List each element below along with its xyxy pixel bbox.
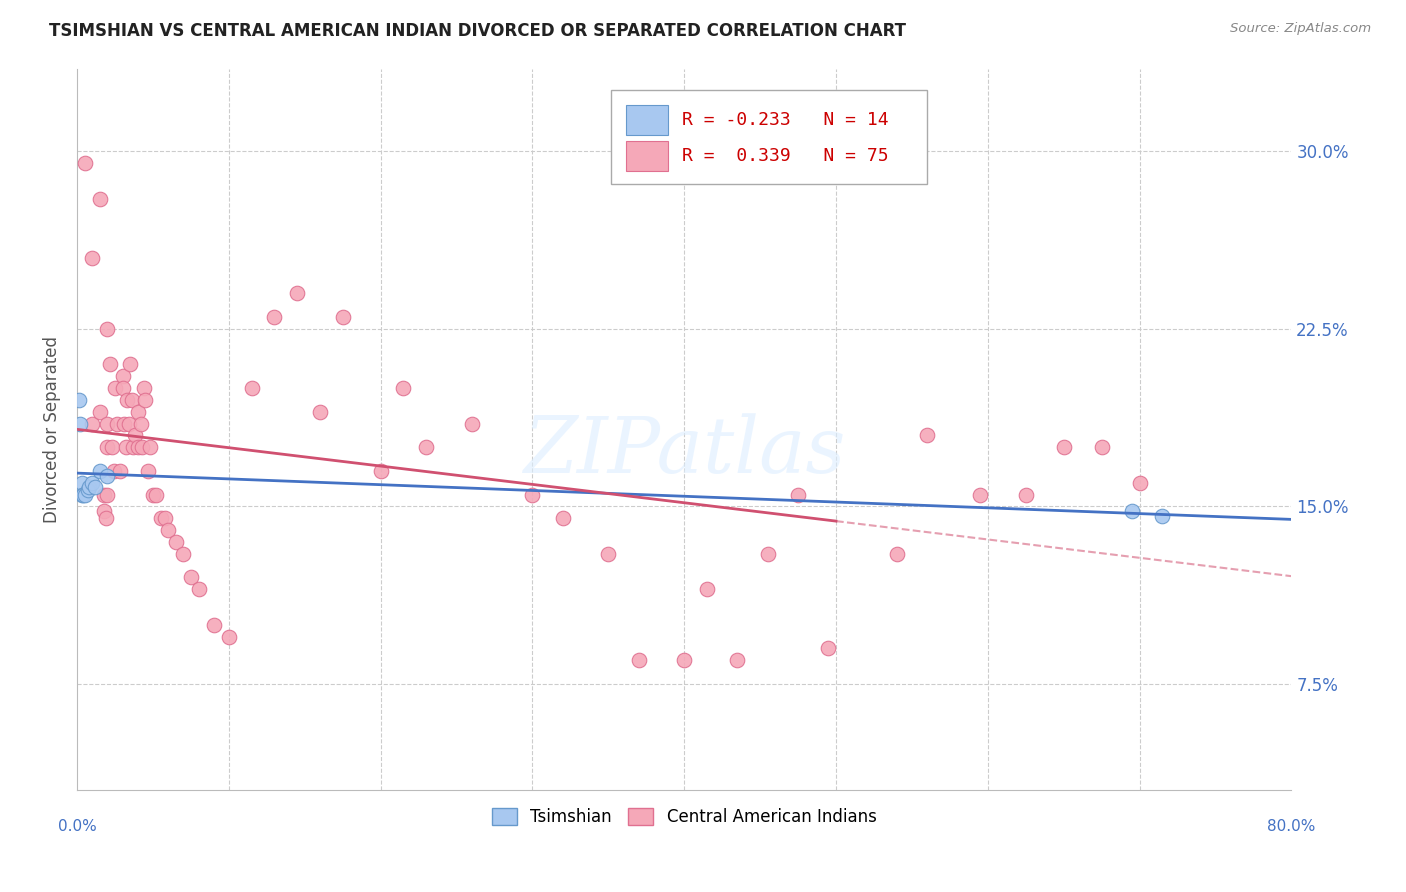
Point [114,440,136,454]
Point [1121,504,1143,518]
Text: TSIMSHIAN VS CENTRAL AMERICAN INDIAN DIVORCED OR SEPARATED CORRELATION CHART: TSIMSHIAN VS CENTRAL AMERICAN INDIAN DIV… [49,22,907,40]
Point [1053,440,1076,454]
Point [817,641,839,656]
Point [756,547,779,561]
Point [89,192,111,206]
Point [139,440,162,454]
Point [101,440,124,454]
Point [105,417,128,431]
Point [132,381,155,395]
Point [461,417,484,431]
Point [1128,475,1150,490]
Point [94,511,117,525]
Point [218,630,240,644]
Point [202,617,225,632]
Point [127,440,149,454]
Point [138,464,160,478]
Point [82,251,104,265]
Point [187,582,209,597]
Point [112,417,135,431]
Point [696,582,718,597]
FancyBboxPatch shape [626,141,668,171]
Point [111,369,134,384]
Point [551,511,574,525]
Point [103,464,125,478]
Point [77,480,100,494]
Point [118,417,141,431]
Point [121,392,143,407]
Point [1091,440,1114,454]
FancyBboxPatch shape [626,104,668,135]
Point [309,405,332,419]
Legend: Tsimshian, Central American Indians: Tsimshian, Central American Indians [485,801,883,832]
Text: 0.0%: 0.0% [58,819,97,834]
Point [76,483,98,497]
Point [124,428,146,442]
Point [96,468,118,483]
Point [127,405,149,419]
Point [82,417,104,431]
Text: Source: ZipAtlas.com: Source: ZipAtlas.com [1230,22,1371,36]
Point [1015,487,1038,501]
Point [165,534,187,549]
Point [96,322,118,336]
Point [89,405,111,419]
Point [93,487,115,501]
Point [886,547,908,561]
Point [70,475,93,490]
Point [415,440,437,454]
FancyBboxPatch shape [612,90,927,184]
Point [1152,508,1174,523]
Point [82,475,104,490]
Point [915,428,938,442]
Text: ZIPatlas: ZIPatlas [523,413,845,489]
Point [157,523,180,537]
Point [129,417,152,431]
Point [787,487,810,501]
Text: R = -0.233   N = 14: R = -0.233 N = 14 [682,111,889,128]
Text: R =  0.339   N = 75: R = 0.339 N = 75 [682,147,889,165]
Y-axis label: Divorced or Separated: Divorced or Separated [44,336,60,523]
Point [73,156,96,170]
Point [522,487,544,501]
Point [598,547,620,561]
Point [240,381,263,395]
Point [100,357,122,371]
Point [180,570,202,584]
Text: 80.0%: 80.0% [1267,819,1316,834]
Point [142,487,165,501]
Point [263,310,285,324]
Point [392,381,415,395]
Point [70,487,93,501]
Point [67,392,90,407]
Point [72,487,94,501]
Point [111,381,134,395]
Point [332,310,354,324]
Point [73,487,96,501]
Point [725,653,748,667]
Point [370,464,392,478]
Point [134,392,156,407]
Point [122,440,145,454]
Point [108,464,131,478]
Point [673,653,696,667]
Point [96,487,118,501]
Point [96,417,118,431]
Point [89,464,111,478]
Point [172,547,194,561]
Point [969,487,991,501]
Point [93,504,115,518]
Point [153,511,176,525]
Point [627,653,650,667]
Point [96,440,118,454]
Point [149,511,172,525]
Point [120,357,142,371]
Point [104,381,127,395]
Point [115,392,138,407]
Point [285,286,308,301]
Point [84,480,107,494]
Point [131,440,153,454]
Point [69,417,91,431]
Point [145,487,167,501]
